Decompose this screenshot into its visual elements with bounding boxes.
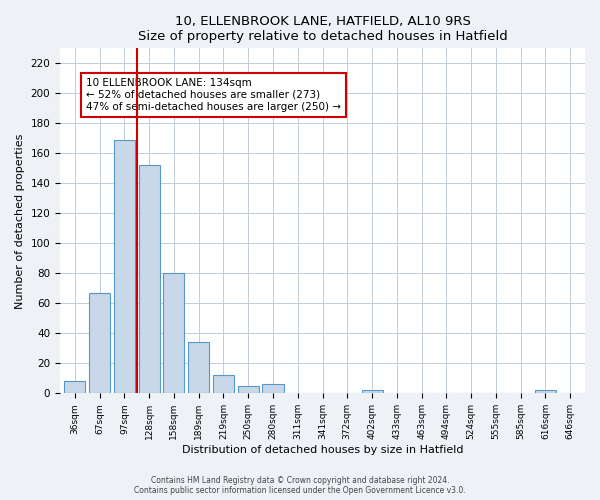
Bar bbox=[213, 376, 234, 394]
Text: 10 ELLENBROOK LANE: 134sqm
← 52% of detached houses are smaller (273)
47% of sem: 10 ELLENBROOK LANE: 134sqm ← 52% of deta… bbox=[86, 78, 341, 112]
Bar bbox=[163, 274, 184, 394]
Bar bbox=[139, 166, 160, 394]
Bar bbox=[188, 342, 209, 394]
Bar bbox=[362, 390, 383, 394]
Bar bbox=[114, 140, 135, 394]
Bar bbox=[535, 390, 556, 394]
Title: 10, ELLENBROOK LANE, HATFIELD, AL10 9RS
Size of property relative to detached ho: 10, ELLENBROOK LANE, HATFIELD, AL10 9RS … bbox=[137, 15, 508, 43]
Text: Contains HM Land Registry data © Crown copyright and database right 2024.
Contai: Contains HM Land Registry data © Crown c… bbox=[134, 476, 466, 495]
Y-axis label: Number of detached properties: Number of detached properties bbox=[15, 133, 25, 308]
Bar bbox=[89, 293, 110, 394]
Bar bbox=[64, 382, 85, 394]
Bar bbox=[262, 384, 284, 394]
Bar bbox=[238, 386, 259, 394]
X-axis label: Distribution of detached houses by size in Hatfield: Distribution of detached houses by size … bbox=[182, 445, 463, 455]
